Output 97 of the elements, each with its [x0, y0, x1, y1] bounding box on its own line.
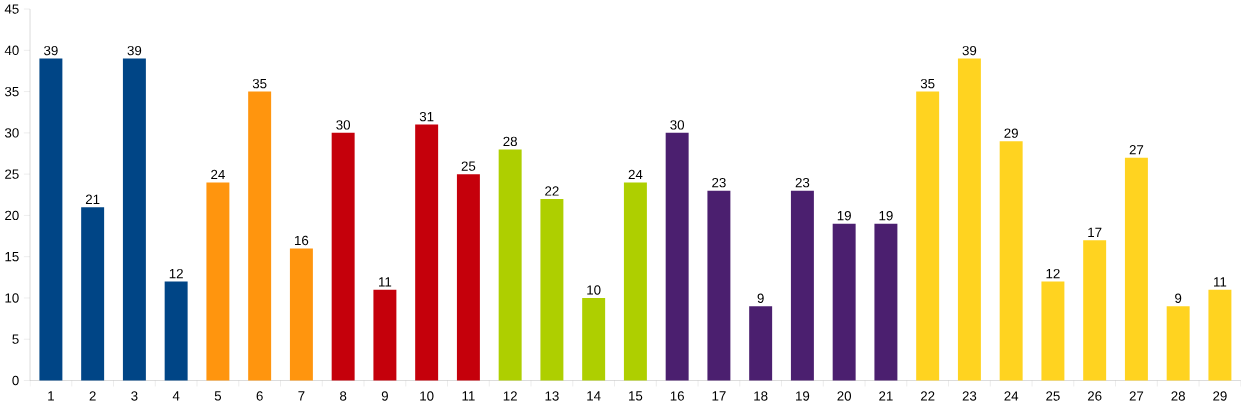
- bar: [916, 91, 940, 381]
- y-tick-label: 0: [12, 375, 19, 386]
- data-label: 30: [670, 120, 685, 130]
- bar: [874, 223, 898, 381]
- bar: [122, 58, 146, 381]
- data-label: 23: [712, 177, 726, 188]
- bar: [623, 182, 647, 381]
- data-label: 12: [169, 268, 183, 279]
- x-tick-label: 27: [1129, 391, 1144, 401]
- data-label: 27: [1129, 145, 1144, 155]
- bar: [665, 132, 689, 381]
- bar: [1124, 157, 1148, 381]
- x-tick-label: 1: [48, 391, 54, 401]
- bar: [1041, 281, 1065, 381]
- data-label: 39: [44, 45, 58, 56]
- bar: [1083, 240, 1107, 381]
- data-label: 23: [795, 177, 810, 188]
- y-tick-label: 25: [5, 169, 19, 179]
- x-tick-label: 5: [214, 391, 222, 401]
- data-label: 35: [920, 78, 935, 89]
- x-tick-label: 4: [172, 391, 180, 401]
- x-tick-label: 17: [712, 391, 726, 401]
- y-tick-label: 35: [4, 86, 19, 97]
- bar: [957, 58, 981, 381]
- x-tick-label: 28: [1171, 391, 1185, 401]
- bar: [790, 190, 814, 381]
- x-tick-label: 20: [837, 391, 852, 401]
- data-label: 19: [837, 210, 851, 221]
- bar: [707, 190, 731, 381]
- data-label: 16: [295, 235, 309, 246]
- x-tick-label: 10: [420, 391, 434, 401]
- x-tick-label: 18: [754, 391, 768, 401]
- data-label: 11: [1214, 277, 1227, 287]
- data-label: 29: [1004, 128, 1018, 138]
- y-tick-label: 5: [12, 334, 19, 344]
- x-tick-label: 2: [89, 391, 96, 401]
- bar: [39, 58, 63, 381]
- data-label: 39: [962, 45, 977, 56]
- data-label: 22: [545, 186, 559, 196]
- data-label: 39: [127, 45, 142, 56]
- x-tick-label: 14: [587, 391, 601, 401]
- x-tick-label: 9: [381, 391, 388, 401]
- x-tick-label: 8: [340, 391, 347, 401]
- x-tick-label: 3: [131, 391, 138, 401]
- y-tick-label: 40: [4, 45, 19, 55]
- data-label: 31: [419, 111, 434, 122]
- bar: [164, 281, 188, 381]
- bar: [456, 174, 480, 381]
- bar: [373, 289, 397, 381]
- x-tick-label: 23: [962, 391, 977, 401]
- x-tick-label: 16: [670, 391, 684, 401]
- y-tick-label: 10: [5, 293, 19, 303]
- x-tick-label: 29: [1213, 391, 1227, 401]
- x-tick-label: 22: [920, 391, 935, 401]
- data-label: 17: [1088, 227, 1102, 237]
- bar: [206, 182, 230, 381]
- x-tick-label: 13: [545, 391, 559, 401]
- data-label: 9: [757, 293, 764, 303]
- bar: [999, 141, 1023, 381]
- data-label: 12: [1046, 268, 1060, 279]
- bar: [498, 149, 522, 381]
- data-label: 35: [252, 78, 267, 89]
- bar: [540, 198, 564, 381]
- bar: [415, 124, 439, 381]
- bar: [289, 248, 313, 381]
- data-label: 11: [379, 277, 392, 287]
- y-tick-label: 20: [5, 210, 19, 221]
- x-tick-label: 15: [629, 391, 643, 401]
- y-tick-label: 15: [5, 251, 19, 262]
- data-label: 24: [211, 169, 225, 180]
- bar: [582, 297, 606, 381]
- bar: [248, 91, 272, 381]
- data-label: 30: [336, 120, 351, 130]
- x-tick-label: 21: [879, 391, 893, 401]
- bar: [331, 132, 355, 381]
- data-label: 19: [879, 210, 893, 221]
- y-tick-label: 30: [4, 128, 19, 138]
- x-tick-label: 12: [503, 391, 517, 401]
- x-tick-label: 24: [1004, 391, 1019, 401]
- y-tick-label: 45: [4, 4, 19, 14]
- bar: [1208, 289, 1232, 381]
- data-label: 28: [503, 136, 517, 147]
- data-label: 24: [628, 169, 643, 180]
- bar: [81, 207, 105, 381]
- bar: [832, 223, 856, 381]
- x-tick-label: 7: [298, 391, 305, 401]
- data-label: 25: [461, 161, 476, 171]
- bar: [1166, 306, 1190, 381]
- data-label: 9: [1175, 293, 1182, 303]
- data-label: 10: [587, 285, 601, 295]
- x-tick-label: 11: [462, 391, 475, 401]
- bar: [749, 306, 773, 381]
- x-tick-label: 26: [1087, 391, 1102, 401]
- x-tick-label: 25: [1046, 391, 1060, 401]
- data-label: 21: [85, 194, 100, 204]
- x-tick-label: 6: [256, 391, 263, 401]
- x-tick-label: 19: [796, 391, 810, 401]
